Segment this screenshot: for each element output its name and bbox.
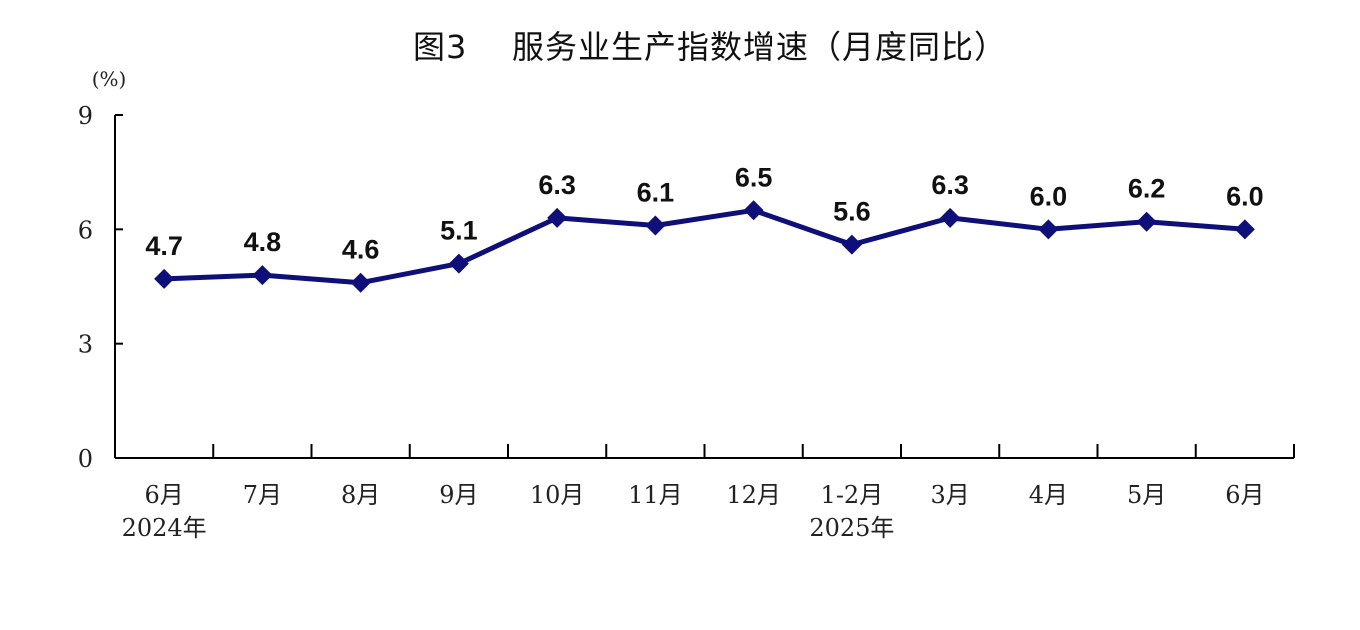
- data-label: 5.1: [440, 216, 478, 246]
- x-tick-label: 1-2月: [821, 481, 884, 509]
- data-point-marker: [1038, 219, 1059, 240]
- x-year-label: 2025年: [809, 514, 894, 542]
- data-label: 6.3: [538, 170, 576, 200]
- data-point-marker: [1234, 219, 1255, 240]
- x-tick-label: 7月: [243, 481, 282, 509]
- data-point-marker: [252, 265, 273, 286]
- x-tick-label: 12月: [726, 481, 781, 509]
- chart-title: 图3 服务业生产指数增速（月度同比）: [412, 28, 1008, 66]
- data-point-marker: [743, 200, 764, 221]
- y-tick-label: 6: [78, 216, 93, 244]
- x-tick-label: 3月: [930, 481, 969, 509]
- y-tick-label: 9: [78, 102, 93, 130]
- data-label: 6.5: [735, 162, 773, 192]
- series-line-path: [164, 207, 1246, 286]
- y-tick-label: 3: [78, 331, 93, 359]
- x-tick-label: 11月: [628, 481, 683, 509]
- x-tick-label: 8月: [341, 481, 380, 509]
- series-line: [164, 207, 1246, 286]
- x-tick-label: 6月: [1225, 481, 1264, 509]
- x-tick-label: 9月: [439, 481, 478, 509]
- x-year-label: 2024年: [122, 514, 207, 542]
- x-tick-label: 10月: [530, 481, 585, 509]
- data-point-marker: [547, 207, 568, 228]
- data-label: 6.3: [931, 170, 969, 200]
- data-point-marker: [940, 207, 961, 228]
- markers: [154, 200, 1255, 293]
- data-point-marker: [841, 234, 862, 255]
- y-tick-label: 0: [78, 445, 93, 473]
- data-label: 6.0: [1030, 181, 1068, 211]
- data-point-marker: [1136, 211, 1157, 232]
- data-label: 6.0: [1226, 181, 1264, 211]
- data-point-marker: [350, 272, 371, 293]
- data-labels: 4.7 4.8 4.6 5.1 6.3 6.1 6.5 5.6 6.3 6.0 6.2 6.0: [145, 162, 1263, 264]
- data-label: 4.7: [145, 231, 183, 261]
- data-label: 5.6: [833, 197, 871, 227]
- data-label: 4.8: [244, 227, 282, 257]
- x-tick-label: 4月: [1029, 481, 1068, 509]
- data-point-marker: [645, 215, 666, 236]
- x-tick-label: 6月: [144, 481, 183, 509]
- y-axis-unit: (%): [92, 67, 127, 91]
- data-point-marker: [448, 253, 469, 274]
- data-label: 4.6: [342, 235, 380, 265]
- data-point-marker: [154, 268, 175, 289]
- axes: (%) 0 3 6 9 6月 7月 8月 9月 10月 11月 12月 1-2月 3月 4月 5月 6月 2024…: [78, 67, 1295, 542]
- x-tick-label: 5月: [1127, 481, 1166, 509]
- data-label: 6.2: [1128, 174, 1166, 204]
- data-label: 6.1: [637, 178, 675, 208]
